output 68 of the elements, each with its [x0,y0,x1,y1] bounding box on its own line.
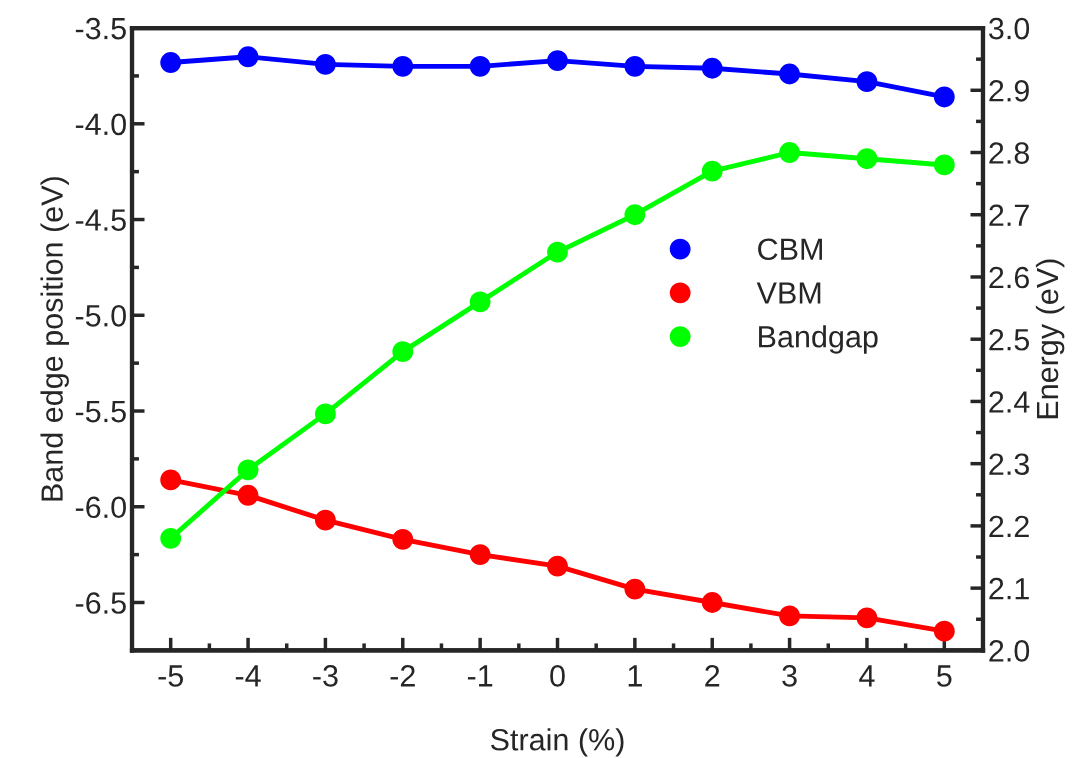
point [701,57,723,79]
y-tick-label: -4.5 [75,209,126,231]
y-axis-title: Band edge position (eV) [40,177,69,501]
x-tick-label: -2 [390,665,415,687]
x-axis-title: Strain (%) [490,728,624,757]
y2-tick-label: 2.3 [989,453,1029,476]
y2-tick-label: 2.5 [989,328,1030,351]
y2-tick-label: 2.9 [989,80,1029,102]
x-tick-label: -4 [235,665,261,687]
point [469,291,491,313]
x-tick-label: -5 [158,665,183,687]
point [856,148,878,170]
point [237,46,259,68]
x-tick-label: 3 [782,665,797,687]
legend-label: Bandgap [759,325,878,354]
point [392,528,414,550]
y2-tick-label: 3.0 [989,17,1030,40]
y2-tick-label: 2.2 [989,515,1029,537]
point [547,555,568,577]
y2-tick-label: 2.4 [989,391,1030,413]
point [779,142,800,163]
point [779,63,800,85]
point [779,605,800,627]
y-tick-label: -4.0 [75,113,126,136]
point [392,341,414,363]
y2-tick-label: 2.0 [989,640,1030,662]
point [856,607,878,629]
y-tick-label: -6.5 [75,592,126,614]
point [315,54,336,75]
point [624,55,646,77]
point [856,71,878,93]
point [701,592,723,613]
point [237,484,259,506]
point [160,527,182,549]
y2-axis-title: Energy (eV) [1035,259,1065,419]
point [933,86,955,108]
x-tick-label: 2 [705,665,720,687]
point [624,204,646,226]
point [392,55,414,77]
point [315,509,336,531]
y-tick-label: -3.5 [75,17,126,40]
point [160,469,182,491]
point [547,241,568,263]
point [701,160,723,182]
y-tick-label: -5.0 [75,305,126,327]
y2-tick-label: 2.8 [989,142,1029,164]
x-tick-label: 0 [550,665,565,687]
y2-tick-label: 2.1 [989,577,1029,600]
point [237,459,259,481]
y-tick-label: -5.5 [75,401,126,423]
x-tick-label: -3 [313,665,338,687]
y2-tick-label: 2.7 [989,204,1029,226]
y2-tick-label: 2.6 [989,266,1029,289]
x-tick-label: 1 [628,665,642,687]
point [469,544,491,566]
legend-label: CBM [758,238,822,261]
point [624,578,646,600]
x-tick-label: 4 [859,665,875,687]
y-tick-label: -6.0 [75,496,126,519]
legend-label: VBM [756,282,821,304]
x-tick-label: -1 [467,665,493,687]
point [315,403,336,425]
point [933,620,955,642]
point [160,52,182,73]
point [469,55,491,77]
x-tick-label: 5 [937,665,952,687]
point [547,50,568,72]
point [933,154,955,176]
